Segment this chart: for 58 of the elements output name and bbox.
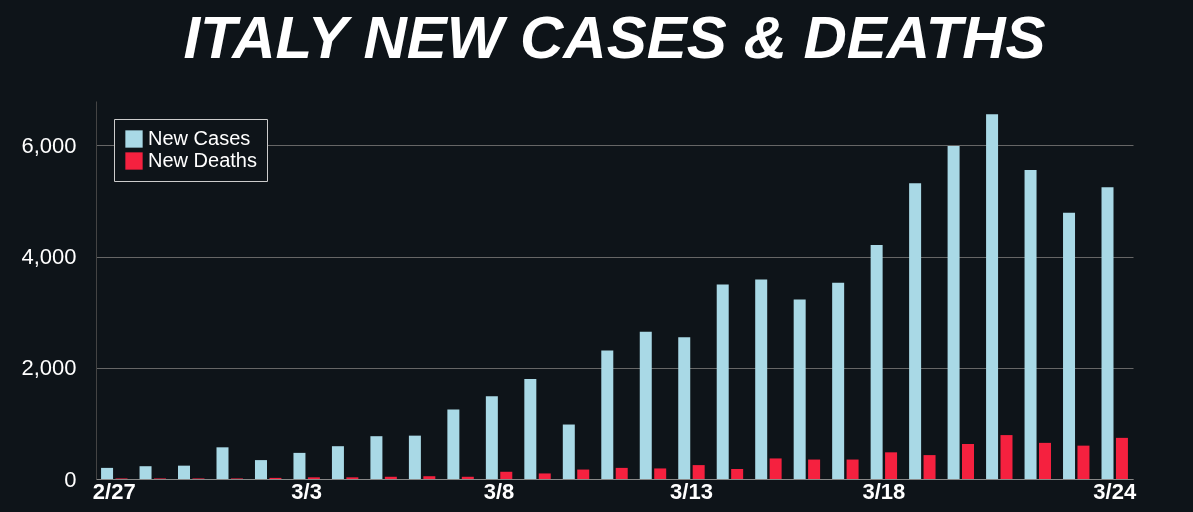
bar	[485, 396, 498, 479]
bar	[1038, 442, 1051, 479]
bar	[909, 183, 922, 479]
bar	[769, 458, 782, 479]
x-tick-label: 2/27	[92, 478, 136, 504]
bar	[331, 446, 344, 479]
bar	[808, 459, 821, 479]
bar	[538, 473, 551, 479]
bar	[562, 424, 575, 479]
bar	[601, 350, 614, 479]
chart-title: ITALY NEW CASES & DEATHS	[183, 4, 1046, 71]
bar	[447, 409, 460, 479]
x-tick-label: 3/24	[1093, 478, 1137, 504]
x-tick-label: 3/8	[483, 478, 515, 504]
bar	[885, 452, 898, 479]
bar	[731, 468, 744, 479]
bar	[793, 299, 806, 479]
bar	[1077, 445, 1090, 479]
x-tick-label: 3/13	[670, 478, 713, 504]
bar	[101, 467, 114, 479]
y-tick-label: 0	[64, 466, 77, 492]
bar	[423, 476, 436, 479]
bar	[1000, 435, 1013, 479]
bar	[1024, 169, 1037, 479]
bar	[654, 468, 667, 479]
bar	[986, 114, 999, 479]
bar	[639, 331, 652, 479]
bar	[846, 459, 859, 479]
bar	[615, 467, 628, 479]
bar	[962, 443, 975, 479]
bar	[408, 435, 421, 479]
bar	[1063, 212, 1076, 479]
bar	[692, 465, 705, 479]
bar	[947, 146, 960, 479]
bar	[524, 378, 537, 479]
bar	[500, 471, 513, 479]
legend-label: New Cases	[148, 127, 251, 149]
bar	[716, 284, 729, 479]
bar	[178, 465, 191, 479]
bar	[678, 337, 691, 479]
y-tick-label: 6,000	[21, 132, 77, 158]
bar	[370, 436, 383, 479]
bar	[923, 455, 936, 479]
bar	[254, 460, 267, 479]
legend-label: New Deaths	[148, 149, 257, 171]
bar	[755, 279, 768, 479]
y-tick-label: 2,000	[21, 355, 77, 381]
bar	[870, 244, 883, 479]
x-tick-label: 3/3	[291, 478, 322, 504]
bar	[293, 452, 306, 479]
bar	[577, 469, 590, 479]
bar	[139, 466, 152, 479]
bar	[832, 282, 845, 479]
bar	[1115, 437, 1128, 479]
x-tick-label: 3/18	[862, 478, 906, 504]
y-tick-label: 4,000	[21, 244, 77, 270]
bar	[1101, 187, 1114, 479]
bar	[216, 447, 229, 479]
